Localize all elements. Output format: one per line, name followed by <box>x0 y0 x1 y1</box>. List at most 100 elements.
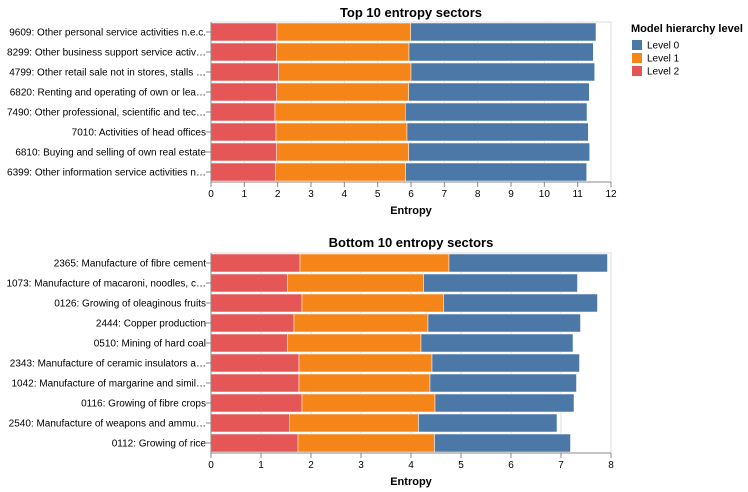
bottom-bar-level-1 <box>287 333 422 353</box>
top-category-label: 9609: Other personal service activities … <box>9 28 206 39</box>
top-bar-level-2 <box>210 62 279 82</box>
top-bar-level-0 <box>408 142 590 162</box>
bottom-x-tick-label: 2 <box>308 460 314 471</box>
bottom-bar-level-1 <box>289 413 419 433</box>
bottom-category-label: 0126: Growing of oleaginous fruits <box>54 299 206 310</box>
bottom-bar-level-0 <box>434 433 571 453</box>
bottom-bar-level-1 <box>293 313 429 333</box>
top-category-label: 6810: Buying and selling of own real est… <box>15 148 206 159</box>
bottom-bar-level-2 <box>210 313 295 333</box>
bottom-category-label: 2540: Manufacture of weapons and ammu… <box>9 419 206 430</box>
bottom-bar-level-0 <box>431 353 580 373</box>
top-x-tick-label: 1 <box>242 189 248 200</box>
bottom-x-tick-label: 6 <box>508 460 514 471</box>
bottom-category-label: 1042: Manufacture of margarine and simil… <box>11 379 206 390</box>
bottom-x-tick-label: 5 <box>458 460 464 471</box>
top-x-axis: 0 1 2 3 4 5 6 7 8 9 10 11 12 <box>208 181 617 200</box>
legend-label-level-0: Level 0 <box>647 41 680 52</box>
legend-swatch-level-2 <box>632 66 642 76</box>
bottom-chart-title: Bottom 10 entropy sectors <box>329 235 494 250</box>
top-x-tick-label: 2 <box>275 189 281 200</box>
top-category-label: 7010: Activities of head offices <box>72 128 206 139</box>
legend-label-level-2: Level 2 <box>647 67 680 78</box>
bottom-bar-level-1 <box>299 253 450 273</box>
bottom-bar-level-2 <box>210 413 290 433</box>
top-x-tick-label: 7 <box>442 189 448 200</box>
top-x-tick-label: 9 <box>508 189 514 200</box>
top-bar-level-1 <box>274 102 406 122</box>
bottom-bar-level-0 <box>418 413 558 433</box>
bottom-category-label: 2444: Copper production <box>96 319 206 330</box>
legend-title: Model hierarchy level <box>631 23 743 35</box>
top-bar-level-2 <box>210 22 278 42</box>
bottom-bar-level-1 <box>301 293 444 313</box>
bottom-bar-level-2 <box>210 293 303 313</box>
legend-label-level-1: Level 1 <box>647 54 680 65</box>
top-bars <box>210 22 597 182</box>
bottom-bar-level-0 <box>443 293 598 313</box>
top-bar-level-0 <box>406 122 589 142</box>
top-category-label: 4799: Other retail sale not in stores, s… <box>9 68 206 79</box>
top-bar-level-1 <box>276 82 409 102</box>
bottom-bar-level-2 <box>210 333 288 353</box>
top-bar-level-0 <box>410 62 595 82</box>
bottom-x-tick-label: 3 <box>358 460 364 471</box>
bottom-bar-level-2 <box>210 353 300 373</box>
bottom-category-label: 1073: Manufacture of macaroni, noodles, … <box>6 279 206 290</box>
top-bar-level-1 <box>276 22 411 42</box>
top-bar-level-0 <box>408 82 590 102</box>
top-category-label: 6820: Renting and operating of own or le… <box>10 88 206 99</box>
bottom-x-axis-title: Entropy <box>390 476 432 488</box>
legend-swatch-level-1 <box>632 53 642 63</box>
top-x-tick-label: 3 <box>308 189 314 200</box>
top-x-axis-title: Entropy <box>390 205 432 217</box>
top-x-tick-label: 12 <box>605 189 617 200</box>
top-bar-level-0 <box>410 22 597 42</box>
top-bar-level-1 <box>278 62 412 82</box>
top-x-tick-label: 0 <box>208 189 214 200</box>
bottom-bar-level-0 <box>429 373 577 393</box>
bottom-x-axis: 0 1 2 3 4 5 6 7 8 <box>208 452 614 471</box>
bottom-bar-level-1 <box>297 433 435 453</box>
top-bar-level-2 <box>210 162 276 182</box>
bottom-bar-level-2 <box>210 393 303 413</box>
bottom-bar-level-0 <box>423 273 578 293</box>
top-panel: Top 10 entropy sectors 9609: Other perso… <box>7 5 617 217</box>
bottom-bar-level-2 <box>210 433 299 453</box>
bottom-bar-level-2 <box>210 273 288 293</box>
bottom-category-label: 2365: Manufacture of fibre cement <box>54 259 207 270</box>
top-category-label: 7490: Other professional, scientific and… <box>7 108 206 119</box>
top-bar-level-0 <box>405 162 587 182</box>
top-chart-title: Top 10 entropy sectors <box>340 5 482 20</box>
top-bar-level-1 <box>276 42 410 62</box>
top-category-label: 6399: Other information service activiti… <box>7 168 206 179</box>
top-bar-level-1 <box>276 142 409 162</box>
bottom-bar-level-2 <box>210 373 300 393</box>
bottom-bar-level-0 <box>427 313 581 333</box>
bottom-category-label: 2343: Manufacture of ceramic insulators … <box>10 359 206 370</box>
bottom-category-label: 0112: Growing of rice <box>112 439 207 450</box>
bottom-x-tick-label: 0 <box>208 460 214 471</box>
bottom-category-label: 0510: Mining of hard coal <box>94 339 206 350</box>
top-y-axis: 9609: Other personal service activities … <box>7 22 212 182</box>
top-x-tick-label: 4 <box>342 189 348 200</box>
bottom-bar-level-1 <box>298 353 433 373</box>
bottom-bar-level-0 <box>420 333 574 353</box>
top-x-tick-label: 10 <box>539 189 551 200</box>
top-bar-level-1 <box>275 122 408 142</box>
bottom-bars <box>210 253 608 453</box>
bottom-bar-level-2 <box>210 253 301 273</box>
top-bar-level-0 <box>408 42 594 62</box>
top-bar-level-2 <box>210 142 277 162</box>
legend-items: Level 0 Level 1 Level 2 <box>632 40 680 78</box>
bottom-category-label: 0116: Growing of fibre crops <box>81 399 206 410</box>
bottom-x-tick-label: 8 <box>608 460 614 471</box>
legend-swatch-level-0 <box>632 40 642 50</box>
top-x-tick-label: 5 <box>375 189 381 200</box>
top-bar-level-0 <box>405 102 588 122</box>
bottom-bar-level-0 <box>434 393 575 413</box>
top-bar-level-2 <box>210 102 276 122</box>
top-bar-level-2 <box>210 122 277 142</box>
